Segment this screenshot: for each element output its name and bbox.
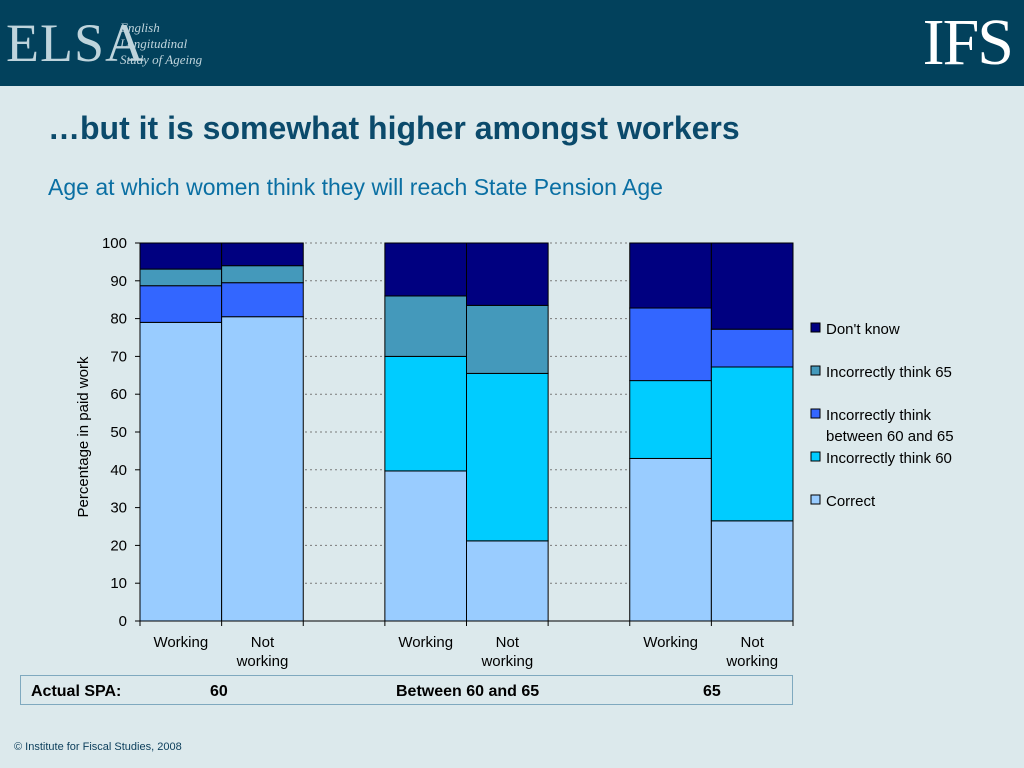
elsa-sub-line: English <box>120 20 160 35</box>
elsa-sub-line: Longitudinal <box>120 36 188 51</box>
bar-segment <box>629 307 712 382</box>
elsa-sub-line: Study of Ageing <box>120 52 203 67</box>
legend-label: Incorrectly think 65 <box>826 364 952 381</box>
elsa-logo: ELSA <box>6 13 145 73</box>
actual-spa-value: Between 60 and 65 <box>396 683 540 700</box>
y-tick-label: 100 <box>102 235 127 252</box>
slide-title: …but it is somewhat higher amongst worke… <box>48 110 740 146</box>
header-bar: ELSA English Longitudinal Study of Agein… <box>0 0 1024 86</box>
y-tick-label: 80 <box>110 311 127 328</box>
legend-swatch <box>810 494 821 505</box>
bar-segment <box>221 242 304 267</box>
x-tick-label: working <box>236 653 289 670</box>
bar-segment <box>221 316 304 622</box>
bar-segment <box>466 242 549 306</box>
x-tick-label: Working <box>398 634 453 651</box>
bar-segment <box>384 242 467 297</box>
y-tick-label: 50 <box>110 424 127 441</box>
actual-spa-value: 65 <box>703 683 721 700</box>
legend-swatch <box>810 365 821 376</box>
y-tick-label: 90 <box>110 273 127 290</box>
legend-label: Incorrectly think 60 <box>826 450 952 467</box>
bar-segment <box>221 282 304 318</box>
y-tick-label: 60 <box>110 386 127 403</box>
bar-segment <box>710 366 794 522</box>
ifs-logo: IFS <box>922 6 1014 79</box>
bar-segment <box>629 380 712 459</box>
bar-segment <box>710 328 794 368</box>
bar-segment <box>629 242 712 309</box>
bar-segment <box>466 540 549 622</box>
actual-spa-row: Actual SPA: 60 Between 60 and 65 65 <box>20 675 793 705</box>
bar-segment <box>466 304 549 374</box>
bar-segment <box>384 355 467 472</box>
bar-segment <box>139 268 223 287</box>
x-tick-label: Not <box>741 634 765 651</box>
x-tick-label: working <box>480 653 533 670</box>
bar-segment <box>466 372 549 542</box>
x-tick-label: Not <box>496 634 520 651</box>
actual-spa-value: 60 <box>210 683 228 700</box>
legend-label: Don't know <box>826 321 900 338</box>
legend-label: between 60 and 65 <box>826 428 954 445</box>
x-tick-label: working <box>725 653 778 670</box>
legend-label: Correct <box>826 493 876 510</box>
actual-spa-label: Actual SPA: <box>31 683 122 700</box>
bar-segment <box>384 295 467 357</box>
y-tick-label: 40 <box>110 462 127 479</box>
bar-segment <box>710 242 794 330</box>
y-tick-label: 70 <box>110 348 127 365</box>
legend-swatch <box>810 451 821 462</box>
y-axis-label: Percentage in paid work <box>75 356 92 517</box>
y-tick-label: 30 <box>110 500 127 517</box>
legend-swatch <box>810 408 821 419</box>
y-tick-label: 20 <box>110 537 127 554</box>
copyright-footer: © Institute for Fiscal Studies, 2008 <box>14 741 182 753</box>
bar-segment <box>629 457 712 622</box>
x-tick-label: Working <box>643 634 698 651</box>
y-tick-label: 10 <box>110 575 127 592</box>
legend-swatch <box>810 322 821 333</box>
bar-segment <box>221 265 304 284</box>
x-tick-label: Working <box>153 634 208 651</box>
bar-segment <box>139 321 223 622</box>
bar-segment <box>710 520 794 622</box>
bar-segment <box>139 285 223 323</box>
legend-label: Incorrectly think <box>826 407 932 424</box>
bar-segment <box>139 242 223 270</box>
y-tick-label: 0 <box>119 613 127 630</box>
elsa-logo-subtitle: English Longitudinal Study of Ageing <box>120 20 202 68</box>
x-tick-label: Not <box>251 634 275 651</box>
slide-subtitle: Age at which women think they will reach… <box>48 174 663 200</box>
bar-segment <box>384 470 467 622</box>
